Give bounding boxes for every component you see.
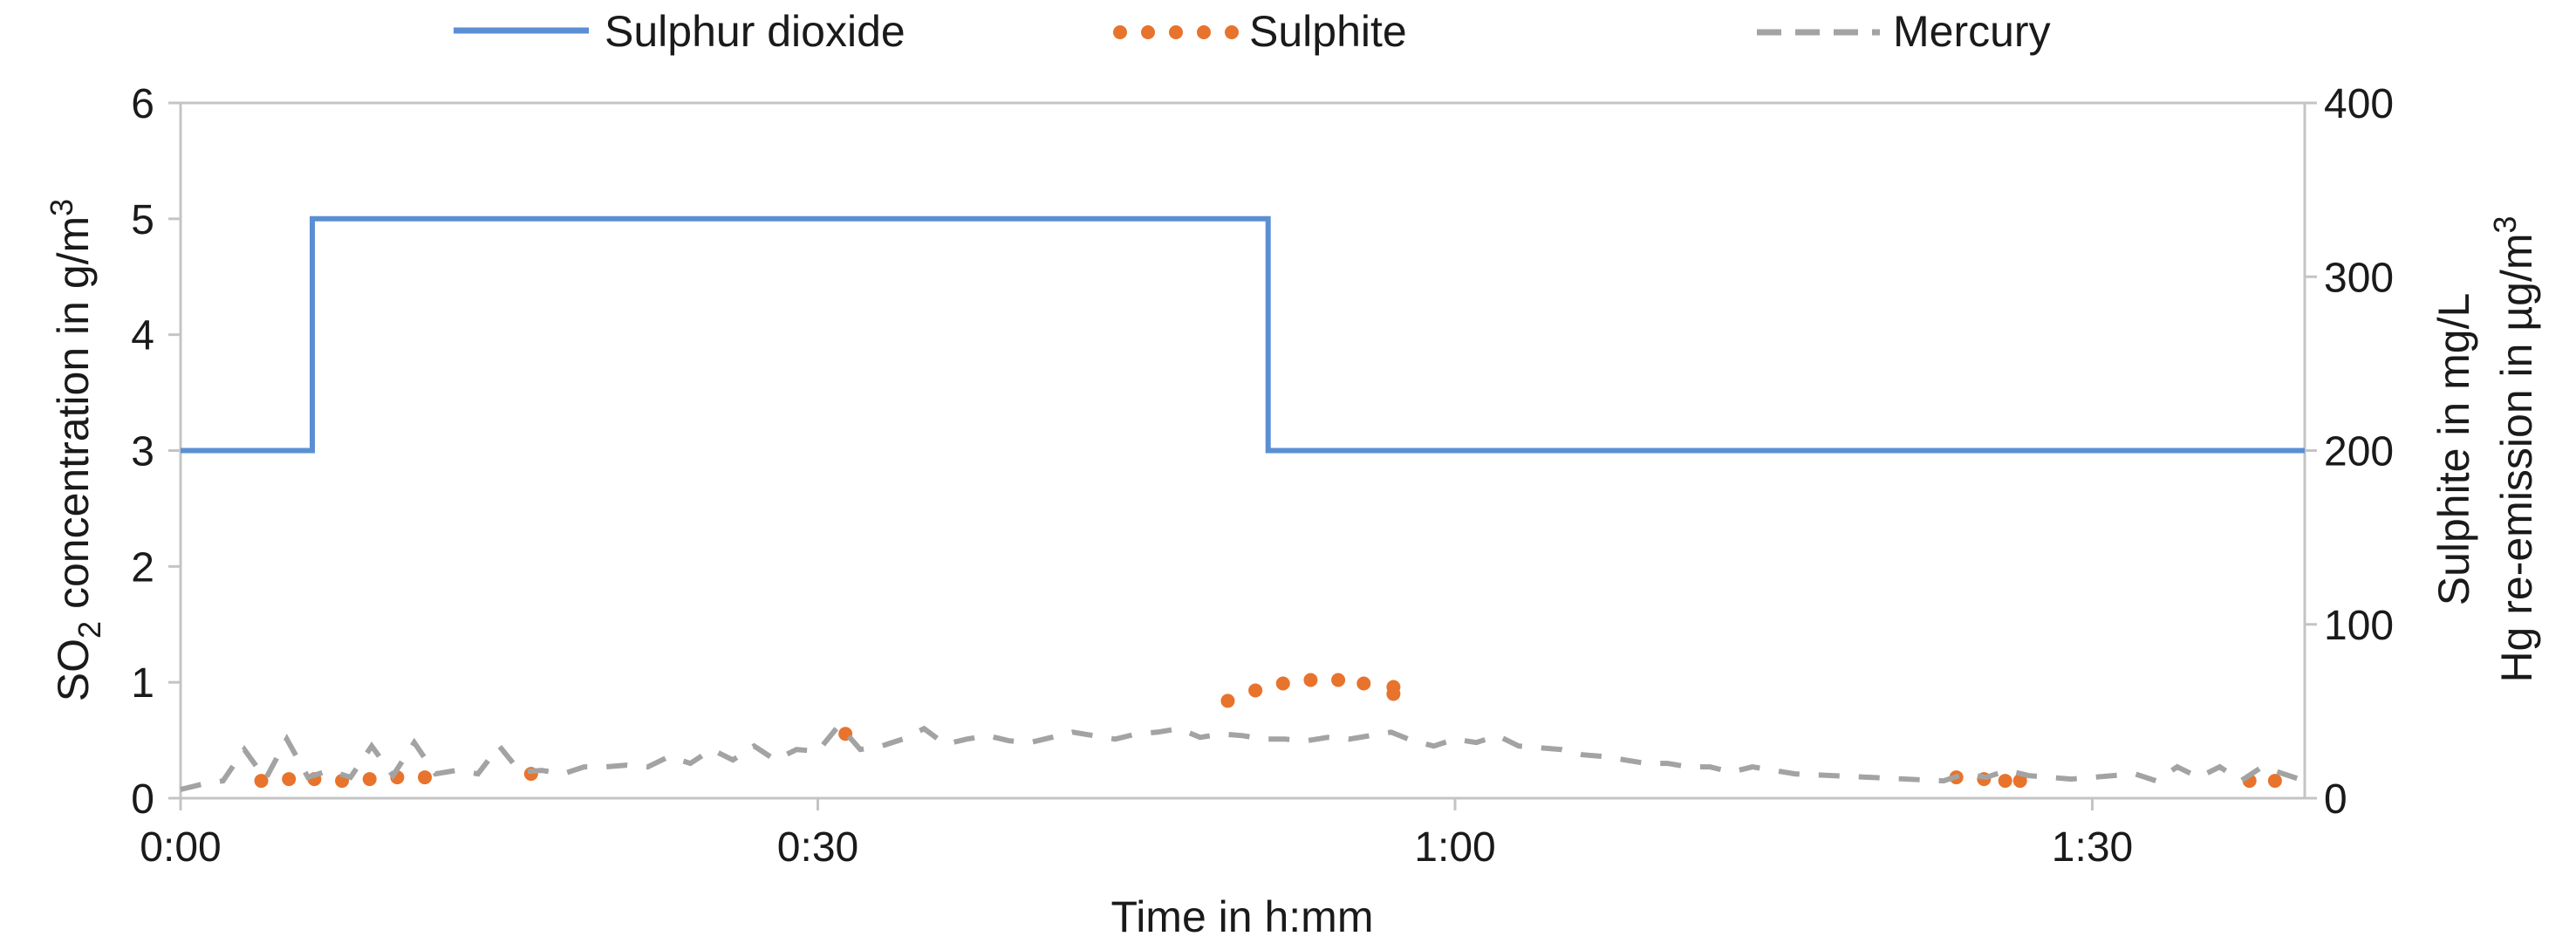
sulphite-data-point xyxy=(1275,676,1290,691)
sulphite-data-point xyxy=(1386,687,1401,701)
sulphite-data-point xyxy=(1303,673,1318,687)
y-left-tick-label: 5 xyxy=(131,197,154,243)
legend-swatch-dot xyxy=(1197,25,1211,39)
sulphite-data-point xyxy=(362,772,377,787)
sulphite-data-point xyxy=(1356,676,1371,691)
y-axis-left-title: SO2 concentration in g/m3 xyxy=(44,199,107,701)
y-axis-right-title-mercury: Hg re-emission in µg/m3 xyxy=(2487,215,2541,682)
x-axis-title: Time in h:mm xyxy=(1111,892,1374,941)
y-right-tick-label: 200 xyxy=(2324,429,2394,475)
mercury-line xyxy=(180,721,2306,792)
y-axis-right-ticks: 0 100 200 300 400 xyxy=(2305,81,2394,823)
legend-item-mercury: Mercury xyxy=(1757,7,2051,56)
y-right-tick-label: 0 xyxy=(2324,776,2347,823)
legend-item-sulphite: Sulphite xyxy=(1113,7,1407,56)
sulphite-data-point xyxy=(1998,774,2012,789)
y-left-tick-label: 2 xyxy=(131,544,154,591)
y-right-tick-label: 300 xyxy=(2324,255,2394,301)
x-tick-label: 1:30 xyxy=(2052,824,2133,871)
legend-swatch-dot xyxy=(1113,25,1127,39)
sulphite-data-point xyxy=(418,770,433,785)
legend-swatch-dot xyxy=(1169,25,1183,39)
y-left-tick-label: 1 xyxy=(131,660,154,707)
sulphite-data-point xyxy=(2012,774,2027,789)
y-left-tick-label: 0 xyxy=(131,776,154,823)
sulphite-data-point xyxy=(1220,694,1235,708)
sulphite-data-point xyxy=(1331,673,1346,687)
legend: Sulphur dioxide Sulphite Mercury xyxy=(454,7,2051,56)
x-tick-label: 0:00 xyxy=(140,824,221,871)
sulphite-data-point xyxy=(282,772,297,787)
sulphite-data-point xyxy=(1248,683,1263,698)
x-tick-label: 1:00 xyxy=(1414,824,1495,871)
sulphur-dioxide-line xyxy=(181,215,2305,454)
legend-label-sulphur-dioxide: Sulphur dioxide xyxy=(605,7,905,56)
y-axis-left-ticks: 0 1 2 3 4 5 6 xyxy=(131,81,181,823)
y-right-tick-label: 400 xyxy=(2324,81,2394,127)
y-axis-right-title-sulphite: Sulphite in mg/L xyxy=(2429,293,2478,606)
y-left-tick-label: 4 xyxy=(131,313,154,359)
x-tick-label: 0:30 xyxy=(777,824,858,871)
x-axis-ticks: 0:00 0:30 1:00 1:30 xyxy=(140,798,2133,871)
y-left-tick-label: 6 xyxy=(131,81,154,127)
series-layer xyxy=(180,215,2306,792)
y-left-tick-label: 3 xyxy=(131,429,154,475)
legend-swatch-dot xyxy=(1141,25,1155,39)
legend-item-sulphur-dioxide: Sulphur dioxide xyxy=(454,7,905,56)
legend-label-mercury: Mercury xyxy=(1893,7,2051,56)
legend-label-sulphite: Sulphite xyxy=(1249,7,1407,56)
y-right-tick-label: 100 xyxy=(2324,603,2394,649)
legend-swatch-dot xyxy=(1225,25,1239,39)
sulphite-data-point xyxy=(254,774,269,789)
sulphite-data-point xyxy=(2267,774,2282,789)
